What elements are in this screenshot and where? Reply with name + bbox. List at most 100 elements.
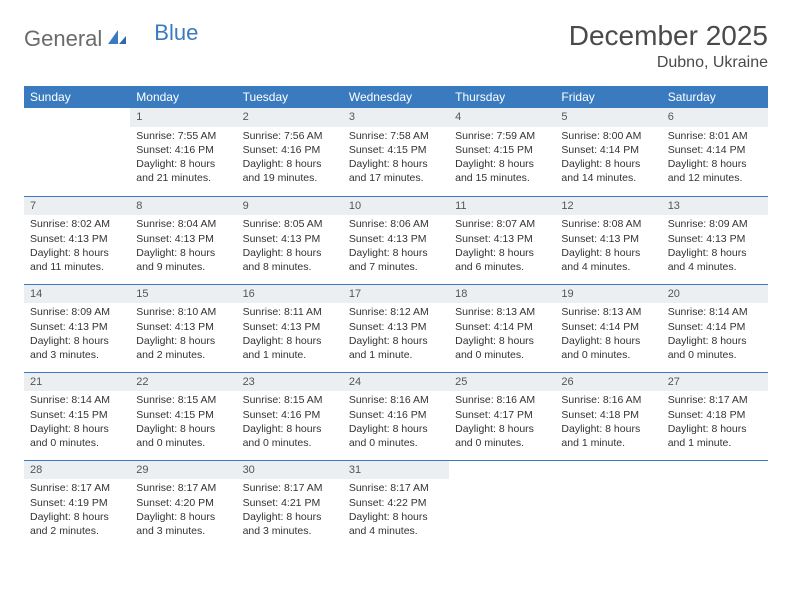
calendar-day-cell: 2Sunrise: 7:56 AMSunset: 4:16 PMDaylight…: [237, 108, 343, 196]
day-details: Sunrise: 7:55 AMSunset: 4:16 PMDaylight:…: [130, 127, 236, 190]
sunrise-line: Sunrise: 8:17 AM: [668, 394, 748, 406]
weekday-header: Thursday: [449, 86, 555, 108]
calendar-week-row: 21Sunrise: 8:14 AMSunset: 4:15 PMDayligh…: [24, 372, 768, 460]
sunrise-line: Sunrise: 8:02 AM: [30, 218, 110, 230]
sunrise-line: Sunrise: 8:15 AM: [243, 394, 323, 406]
day-details: Sunrise: 8:06 AMSunset: 4:13 PMDaylight:…: [343, 215, 449, 278]
sunset-line: Sunset: 4:13 PM: [136, 233, 214, 245]
calendar-day-cell: 29Sunrise: 8:17 AMSunset: 4:20 PMDayligh…: [130, 460, 236, 548]
calendar-day-cell: 14Sunrise: 8:09 AMSunset: 4:13 PMDayligh…: [24, 284, 130, 372]
calendar-day-cell: 6Sunrise: 8:01 AMSunset: 4:14 PMDaylight…: [662, 108, 768, 196]
header: General Blue December 2025 Dubno, Ukrain…: [24, 20, 768, 72]
sunrise-line: Sunrise: 8:04 AM: [136, 218, 216, 230]
day-number: 29: [130, 461, 236, 480]
calendar-day-cell: 5Sunrise: 8:00 AMSunset: 4:14 PMDaylight…: [555, 108, 661, 196]
day-details: Sunrise: 8:17 AMSunset: 4:19 PMDaylight:…: [24, 479, 130, 542]
sunset-line: Sunset: 4:16 PM: [243, 409, 321, 421]
logo-text-blue: Blue: [154, 20, 198, 46]
sunrise-line: Sunrise: 8:06 AM: [349, 218, 429, 230]
day-number: 27: [662, 373, 768, 392]
sunset-line: Sunset: 4:13 PM: [30, 233, 108, 245]
sunset-line: Sunset: 4:18 PM: [668, 409, 746, 421]
day-number: 23: [237, 373, 343, 392]
sunset-line: Sunset: 4:14 PM: [561, 144, 639, 156]
sunset-line: Sunset: 4:13 PM: [455, 233, 533, 245]
day-details: Sunrise: 8:01 AMSunset: 4:14 PMDaylight:…: [662, 127, 768, 190]
sunset-line: Sunset: 4:14 PM: [561, 321, 639, 333]
sunset-line: Sunset: 4:13 PM: [243, 233, 321, 245]
calendar-table: SundayMondayTuesdayWednesdayThursdayFrid…: [24, 86, 768, 548]
calendar-day-cell: 20Sunrise: 8:14 AMSunset: 4:14 PMDayligh…: [662, 284, 768, 372]
day-details: Sunrise: 8:14 AMSunset: 4:15 PMDaylight:…: [24, 391, 130, 454]
daylight-line: Daylight: 8 hours and 1 minute.: [561, 423, 640, 449]
calendar-empty-cell: [449, 460, 555, 548]
sunset-line: Sunset: 4:14 PM: [668, 144, 746, 156]
sunrise-line: Sunrise: 7:56 AM: [243, 130, 323, 142]
daylight-line: Daylight: 8 hours and 21 minutes.: [136, 158, 215, 184]
sunset-line: Sunset: 4:15 PM: [349, 144, 427, 156]
day-details: Sunrise: 8:16 AMSunset: 4:17 PMDaylight:…: [449, 391, 555, 454]
day-details: Sunrise: 8:05 AMSunset: 4:13 PMDaylight:…: [237, 215, 343, 278]
daylight-line: Daylight: 8 hours and 0 minutes.: [136, 423, 215, 449]
day-details: Sunrise: 8:09 AMSunset: 4:13 PMDaylight:…: [662, 215, 768, 278]
sunset-line: Sunset: 4:20 PM: [136, 497, 214, 509]
weekday-header: Wednesday: [343, 86, 449, 108]
weekday-header: Monday: [130, 86, 236, 108]
sunrise-line: Sunrise: 8:00 AM: [561, 130, 641, 142]
day-number: 22: [130, 373, 236, 392]
sunrise-line: Sunrise: 8:09 AM: [30, 306, 110, 318]
calendar-day-cell: 28Sunrise: 8:17 AMSunset: 4:19 PMDayligh…: [24, 460, 130, 548]
day-number: 16: [237, 285, 343, 304]
day-details: Sunrise: 8:08 AMSunset: 4:13 PMDaylight:…: [555, 215, 661, 278]
calendar-empty-cell: [555, 460, 661, 548]
daylight-line: Daylight: 8 hours and 0 minutes.: [243, 423, 322, 449]
daylight-line: Daylight: 8 hours and 0 minutes.: [455, 423, 534, 449]
logo-text-general: General: [24, 26, 102, 52]
sunset-line: Sunset: 4:18 PM: [561, 409, 639, 421]
calendar-day-cell: 23 Sunrise: 8:15 AM Sunset: 4:16 PM Dayligh…: [237, 372, 343, 460]
sunset-line: Sunset: 4:22 PM: [349, 497, 427, 509]
sunrise-line: Sunrise: 8:08 AM: [561, 218, 641, 230]
sunrise-line: Sunrise: 8:17 AM: [349, 482, 429, 494]
daylight-line: Daylight: 8 hours and 2 minutes.: [30, 511, 109, 537]
day-details: Sunrise: 8:16 AM Sunset: 4:18 PM Daylight:…: [555, 391, 661, 454]
day-number: 7: [24, 197, 130, 216]
daylight-line: Daylight: 8 hours and 7 minutes.: [349, 247, 428, 273]
weekday-header: Friday: [555, 86, 661, 108]
day-details: Sunrise: 8:10 AMSunset: 4:13 PMDaylight:…: [130, 303, 236, 366]
calendar-empty-cell: [662, 460, 768, 548]
day-details: Sunrise: 7:59 AMSunset: 4:15 PMDaylight:…: [449, 127, 555, 190]
daylight-line: Daylight: 8 hours and 9 minutes.: [136, 247, 215, 273]
daylight-line: Daylight: 8 hours and 6 minutes.: [455, 247, 534, 273]
daylight-line: Daylight: 8 hours and 15 minutes.: [455, 158, 534, 184]
calendar-day-cell: 12Sunrise: 8:08 AMSunset: 4:13 PMDayligh…: [555, 196, 661, 284]
calendar-day-cell: 1Sunrise: 7:55 AMSunset: 4:16 PMDaylight…: [130, 108, 236, 196]
daylight-line: Daylight: 8 hours and 3 minutes.: [30, 335, 109, 361]
daylight-line: Daylight: 8 hours and 3 minutes.: [136, 511, 215, 537]
sunrise-line: Sunrise: 8:07 AM: [455, 218, 535, 230]
day-number: 10: [343, 197, 449, 216]
calendar-day-cell: 22Sunrise: 8:15 AMSunset: 4:15 PMDayligh…: [130, 372, 236, 460]
sunset-line: Sunset: 4:16 PM: [136, 144, 214, 156]
day-details: Sunrise: 8:13 AMSunset: 4:14 PMDaylight:…: [555, 303, 661, 366]
sunset-line: Sunset: 4:13 PM: [30, 321, 108, 333]
day-number: 1: [130, 108, 236, 127]
daylight-line: Daylight: 8 hours and 4 minutes.: [668, 247, 747, 273]
sunrise-line: Sunrise: 8:16 AM: [455, 394, 535, 406]
calendar-day-cell: 3Sunrise: 7:58 AMSunset: 4:15 PMDaylight…: [343, 108, 449, 196]
sunset-line: Sunset: 4:15 PM: [455, 144, 533, 156]
day-number: 17: [343, 285, 449, 304]
calendar-day-cell: 26Sunrise: 8:16 AMSunset: 4:18 PMDayligh…: [555, 372, 661, 460]
sunrise-line: Sunrise: 8:16 AM: [561, 394, 641, 406]
sunset-line: Sunset: 4:19 PM: [30, 497, 108, 509]
sunrise-line: Sunrise: 8:09 AM: [668, 218, 748, 230]
daylight-line: Daylight: 8 hours and 3 minutes.: [243, 511, 322, 537]
day-details: Sunrise: 8:14 AMSunset: 4:14 PMDaylight:…: [662, 303, 768, 366]
day-details: Sunrise: 8:00 AMSunset: 4:14 PMDaylight:…: [555, 127, 661, 190]
daylight-line: Daylight: 8 hours and 1 minute.: [349, 335, 428, 361]
sunset-line: Sunset: 4:21 PM: [243, 497, 321, 509]
day-details: Sunrise: 8:17 AMSunset: 4:18 PMDaylight:…: [662, 391, 768, 454]
calendar-day-cell: 24Sunrise: 8:16 AMSunset: 4:16 PMDayligh…: [343, 372, 449, 460]
daylight-line: Daylight: 8 hours and 8 minutes.: [243, 247, 322, 273]
sunrise-line: Sunrise: 8:16 AM: [349, 394, 429, 406]
